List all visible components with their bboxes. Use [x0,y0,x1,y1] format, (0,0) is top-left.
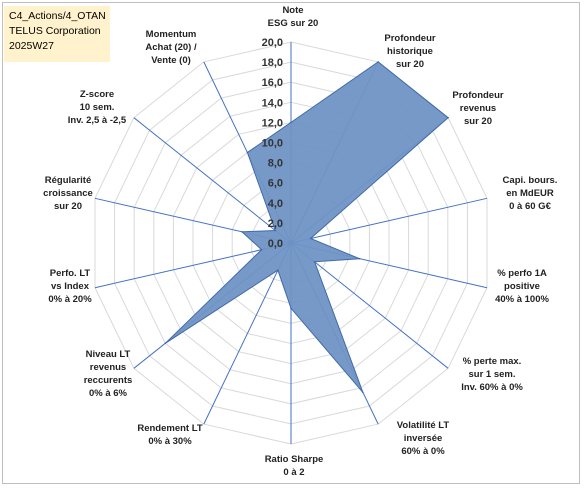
info-line-company: TELUS Corporation [9,25,101,37]
axis-label-line: 0 à 60 G€ [509,201,551,212]
data-point [274,229,277,232]
axis-label-line: Niveau LT [86,349,131,360]
axis-label-line: sur 20 [54,201,82,212]
axis-label: Profondeur revenus sur 20 [452,90,503,127]
tick-label: 2,0 [268,218,283,230]
data-point [164,342,167,345]
tick-label: 4,0 [268,198,283,210]
tick-label: 8,0 [268,158,283,170]
tick-label: 16,0 [262,77,283,89]
axis-label: Ratio Sharpe 0 à 2 [265,454,324,478]
axis-spoke [290,242,449,369]
axis-label-line: Capi. bours. [503,175,558,186]
info-box: C4_Actions/4_OTAN TELUS Corporation 2025… [4,6,110,62]
data-point [290,121,292,124]
axis-label-line: sur 1 sem. [469,369,516,380]
axis-label: Momentum Achat (20) / Vente (0) [145,29,197,66]
axis-label: Régularité croissance sur 20 [43,175,93,212]
axis-label-line: Momentum [146,29,197,40]
axis-label: % perfo 1A positive 40% à 100% [495,268,549,305]
axis-label-line: 60% à 0% [401,446,445,457]
axis-label-line: Régularité [45,175,91,186]
axis-label-line: en MdEUR [506,188,554,199]
axis-label: Profondeur historique sur 20 [384,33,435,70]
axis-label: Z-score 10 sem. Inv. 2,5 à -2,5 [68,89,127,126]
tick-label: 0,0 [268,238,283,250]
axis-label-line: 0% à 6% [89,388,128,399]
axis-label: Note ESG sur 20 [268,5,319,29]
axis-label: Capi. bours. en MdEUR 0 à 60 G€ [503,175,558,212]
data-point [246,151,249,154]
axis-label-line: Inv. 60% à 0% [461,382,523,393]
axis-label-line: Volatilité LT [397,420,450,431]
data-point [290,307,292,310]
axis-label: Volatilité LT inversée 60% à 0% [397,420,450,457]
info-line-category: C4_Actions/4_OTAN [9,10,106,22]
tick-label: 18,0 [262,57,283,69]
axis-label-line: vs Index [51,281,90,292]
data-point [241,231,243,233]
axis-label-line: sur 20 [396,59,424,70]
axis-label-line: inversée [404,433,443,444]
axis-label-line: Rendement LT [137,423,202,434]
axis-label-line: 0 à 2 [283,467,304,478]
data-point [358,257,361,260]
data-point [313,261,316,263]
axis-label-line: % perte max. [463,356,522,367]
axis-label-line: Profondeur [384,33,435,44]
axis-label-line: historique [387,46,433,57]
axis-label-line: revenus [460,103,496,114]
data-point [377,61,380,63]
axis-spoke [133,117,292,244]
tick-label: 6,0 [268,178,283,190]
axis-label-line: Z-score [80,89,114,100]
data-point [260,248,263,251]
axis-label-line: Perfo. LT [50,268,91,279]
series-area [164,61,449,393]
axis-label: Niveau LT revenus reccurents 0% à 6% [84,349,133,399]
axis-label-line: Ratio Sharpe [265,454,324,465]
axis-label-line: Note [282,5,303,16]
tick-label: 10,0 [262,138,283,150]
axis-label-line: 10 sem. [80,102,115,113]
axis-label-line: 40% à 100% [495,294,549,305]
info-line-week: 2025W27 [9,40,54,52]
axis-label-line: 0% à 30% [148,436,192,447]
axis-label-line: revenus [90,362,126,373]
axis-spoke [290,197,488,244]
axis-label-line: ESG sur 20 [268,18,319,29]
data-point [277,269,279,272]
axis-label-line: croissance [43,188,93,199]
axis-label-line: Profondeur [452,90,503,101]
data-point [447,116,449,119]
tick-label: 20,0 [262,37,283,49]
axis-label-line: positive [504,281,540,292]
axis-label: Rendement LT 0% à 30% [137,423,202,447]
axis-label-line: Achat (20) / [145,42,197,53]
tick-label: 14,0 [262,97,283,109]
axis-label: Perfo. LT vs Index 0% à 20% [48,268,92,305]
axis-label-line: % perfo 1A [497,268,547,279]
axis-spoke [203,242,292,425]
data-point [309,237,312,240]
tick-label: 12,0 [262,117,283,129]
axis-label-line: 0% à 20% [48,294,92,305]
axis-label-line: reccurents [84,375,133,386]
axis-label-line: sur 20 [464,116,492,127]
axis-label-line: Vente (0) [151,55,191,66]
axis-spoke [94,242,292,289]
data-point [362,391,364,394]
axis-label: % perte max. sur 1 sem. Inv. 60% à 0% [461,356,523,393]
axis-label-line: Inv. 2,5 à -2,5 [68,115,127,126]
